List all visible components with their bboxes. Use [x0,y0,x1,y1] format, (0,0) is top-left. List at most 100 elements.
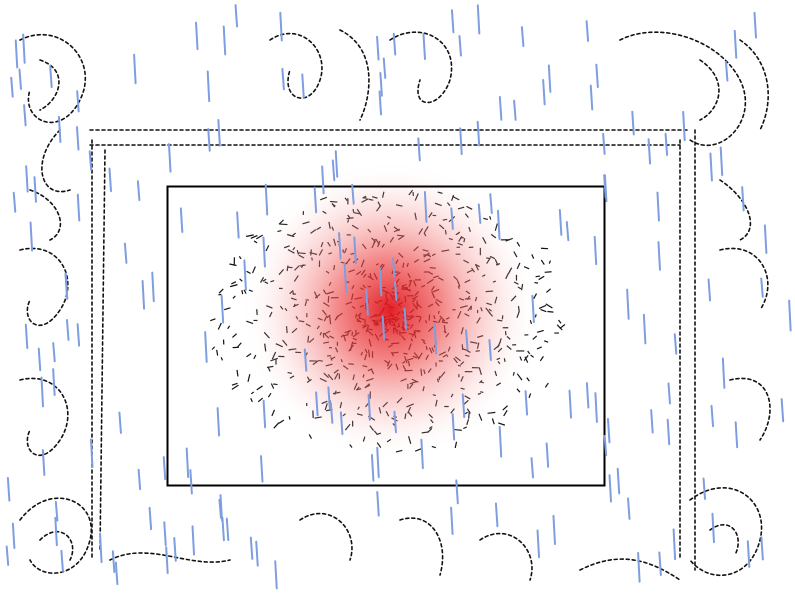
sketch-stroke [528,393,532,399]
rain-streak [724,60,729,82]
rain-streak [66,319,70,341]
rain-streak [450,9,455,34]
sketch-stroke [545,303,553,309]
rain-streak [331,159,336,182]
rain-streak [313,186,318,214]
rain-streak [494,502,499,528]
rain-streak [76,323,81,347]
sketch-stroke [548,260,552,264]
sketch-stroke [538,275,545,281]
rain-streak [41,449,46,476]
rain-streak [477,203,482,224]
rain-streak [219,494,223,522]
rain-streak [179,207,184,233]
sketch-stroke [224,307,231,311]
rain-streak [29,221,34,252]
rain-streak [589,84,594,111]
rain-streak [167,143,172,173]
rain-streak [75,126,80,151]
rain-streak [650,409,654,434]
rain-streak [746,540,751,568]
rain-streak [262,399,267,429]
rain-streak [353,236,357,265]
sketch-stroke [547,310,554,313]
rain-streak [603,434,608,457]
rain-streak [393,410,397,434]
rain-streak [222,25,227,56]
sketch-stroke [271,409,276,417]
sketch-stroke [538,304,547,309]
sketch-stroke [232,333,238,338]
rain-streak [593,235,598,266]
rain-streak [603,174,608,203]
sketch-stroke [278,419,285,424]
rain-streak [24,323,29,350]
rain-streak [376,490,380,517]
rain-streak [99,532,103,564]
rain-streak [204,331,208,363]
rain-streak [788,299,792,332]
rain-streak [217,119,221,147]
rain-streak [76,90,80,113]
rain-streak [18,68,22,90]
rain-streak [108,167,112,193]
rain-streak [741,186,745,212]
rain-streak [185,447,190,479]
rain-streak [450,207,454,230]
corner-ornament [19,34,86,193]
rain-streak [151,271,155,303]
rain-streak [513,99,517,121]
sketch-stroke [526,377,530,382]
rain-streak [382,57,387,79]
rain-streak [236,211,240,239]
rain-streak [52,368,56,397]
rain-streak [274,560,278,590]
sketch-stroke [250,398,253,403]
rain-streak [760,277,764,298]
rain-streak [52,342,56,363]
rain-streak [162,456,167,481]
top-ornament [269,29,453,121]
rain-streak [565,221,570,242]
rain-streak [64,274,69,300]
rain-streak [370,454,375,482]
rain-streak [498,425,503,458]
sketch-stroke [231,382,238,386]
rain-streak [672,528,677,561]
rain-streak [89,438,94,468]
sketch-stroke [227,325,231,330]
rain-streak [631,110,635,136]
rain-streak [339,411,344,436]
rain-streak [165,546,169,575]
rain-streak [114,561,119,586]
corner-ornament [19,497,231,574]
rain-streak [459,127,463,156]
sketch-stroke [232,295,236,299]
rain-streak [455,479,459,505]
rain-streaks [5,4,792,590]
rain-streak [451,413,456,441]
rain-streak [338,232,342,260]
rain-streak [264,183,269,216]
rain-streak [497,209,501,240]
rain-streak [647,138,652,165]
sketch-stroke [544,382,549,388]
sketch-stroke [247,374,251,382]
rain-streak [279,11,283,42]
rain-streak [76,193,81,222]
side-ornament [719,179,771,441]
rain-streak [658,551,662,577]
rain-streak [37,347,42,372]
rain-streak [207,127,211,152]
rain-streak [321,165,325,195]
rain-streak [191,525,196,556]
rain-streak [315,391,319,417]
rain-streak [137,468,142,491]
rain-streak [25,165,29,193]
ornamental-frame [19,29,771,581]
rain-streak [780,398,785,423]
rain-streak [710,404,715,428]
rain-streak [536,529,541,559]
